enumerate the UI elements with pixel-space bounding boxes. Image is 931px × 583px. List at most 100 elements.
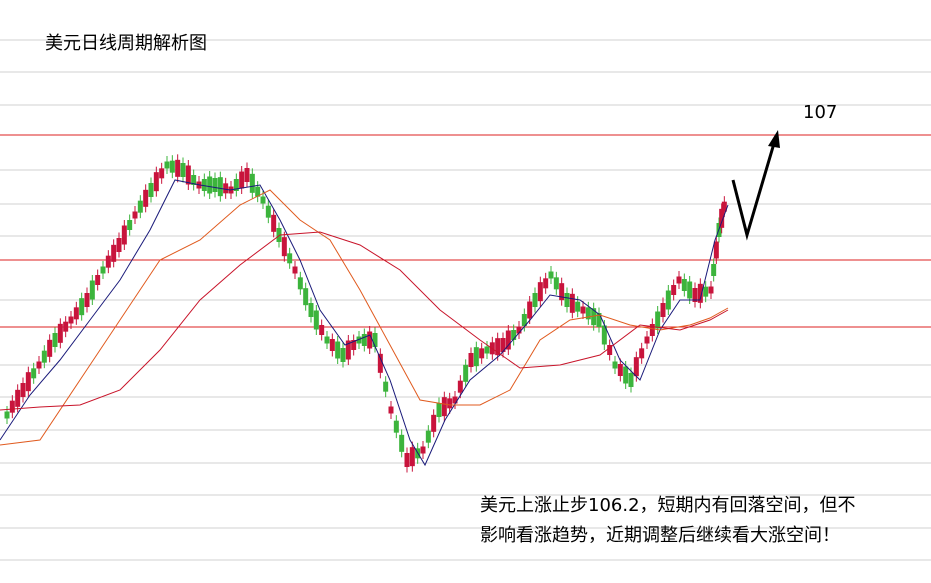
candle-body <box>95 275 101 285</box>
candle-body <box>127 220 133 230</box>
candle-body <box>287 253 293 264</box>
candle-body <box>148 183 154 197</box>
candle-body <box>84 293 90 307</box>
candle-body <box>153 172 159 192</box>
candle-body <box>548 271 554 279</box>
candle-body <box>329 339 335 351</box>
candle-body <box>249 173 255 193</box>
candle-body <box>105 255 111 268</box>
candle-body <box>191 175 197 185</box>
candle-body <box>537 282 543 302</box>
ma-slow <box>0 231 729 411</box>
candle-body <box>457 380 463 393</box>
candle-body <box>447 398 453 409</box>
candle-body <box>4 411 10 419</box>
candle-body <box>137 200 143 213</box>
candle-body <box>57 323 63 343</box>
candle-body <box>73 307 79 320</box>
candle-body <box>393 420 399 433</box>
candle-body <box>15 389 21 407</box>
candle-body <box>441 397 447 417</box>
candle-body <box>479 348 485 359</box>
candle-body <box>713 241 719 259</box>
candle-body <box>623 366 629 384</box>
candle-body <box>180 163 186 177</box>
candle-body <box>351 340 357 350</box>
candle-body <box>601 325 607 345</box>
candle-body <box>9 400 15 413</box>
candle-body <box>383 381 389 392</box>
candle-body <box>303 288 309 306</box>
candle-body <box>431 414 437 432</box>
candle-body <box>633 357 639 377</box>
candle-body <box>239 171 245 189</box>
candle-body <box>111 244 117 262</box>
candle-body <box>223 183 229 194</box>
ma-fast <box>0 179 729 467</box>
candle-body <box>425 430 431 443</box>
candle-body <box>703 286 709 297</box>
candle-body <box>559 283 565 301</box>
candle-body <box>265 205 271 218</box>
forecast-arrow <box>731 139 777 241</box>
candle-body <box>639 348 645 359</box>
candle-body <box>367 331 373 349</box>
candle-body <box>697 283 703 303</box>
candle-body <box>596 313 602 327</box>
ma-mid <box>0 189 729 446</box>
candle-body <box>292 266 298 274</box>
candle-body <box>527 301 533 319</box>
note-line: 影响看涨趋势，近期调整后继续看大涨空间！ <box>480 525 840 546</box>
candle-body <box>463 364 469 382</box>
candle-body <box>692 288 698 302</box>
candle-body <box>52 333 58 347</box>
candle-body <box>164 161 170 169</box>
candle-body <box>319 325 325 335</box>
candle-body <box>649 324 655 336</box>
candle-body <box>207 176 213 194</box>
note-line: 美元上涨止步106.2，短期内有回落空间，但不 <box>480 495 856 516</box>
candle-body <box>313 310 319 330</box>
candle-body <box>271 214 277 232</box>
candle-body <box>169 160 175 173</box>
candle-body <box>711 264 717 276</box>
candle-body <box>399 434 405 452</box>
candle-body <box>100 266 106 274</box>
candle-body <box>335 341 341 359</box>
candle-body <box>175 159 181 177</box>
candle-body <box>569 293 575 313</box>
candle-body <box>617 364 623 376</box>
candle-body <box>361 334 367 346</box>
arrow-head <box>768 130 780 148</box>
candle-body <box>324 336 330 344</box>
candle-body <box>585 307 591 320</box>
candle-body <box>308 303 314 317</box>
candle-body <box>79 298 85 316</box>
candle-body <box>185 165 191 185</box>
candle-body <box>612 361 618 369</box>
candle-body <box>655 311 661 329</box>
candle-body <box>68 316 74 324</box>
candle-body <box>233 179 239 191</box>
candle-body <box>404 453 410 467</box>
candle-body <box>687 281 693 299</box>
candle-body <box>89 280 95 300</box>
candle-body <box>31 368 37 379</box>
candle-body <box>644 336 650 344</box>
candle-body <box>521 314 527 326</box>
target-label: 107 <box>803 102 837 123</box>
candle-body <box>671 285 677 295</box>
candle-body <box>580 306 586 314</box>
candle-body <box>372 333 378 347</box>
candle-body <box>564 293 570 307</box>
candle-body <box>217 177 223 197</box>
candle-body <box>719 208 725 228</box>
candle-body <box>543 278 549 289</box>
candle-body <box>721 201 727 212</box>
level-lines <box>0 134 931 328</box>
chart-title: 美元日线周期解析图 <box>45 33 207 54</box>
candle-body <box>255 186 261 197</box>
grid <box>0 39 931 561</box>
candle-body <box>47 339 53 357</box>
